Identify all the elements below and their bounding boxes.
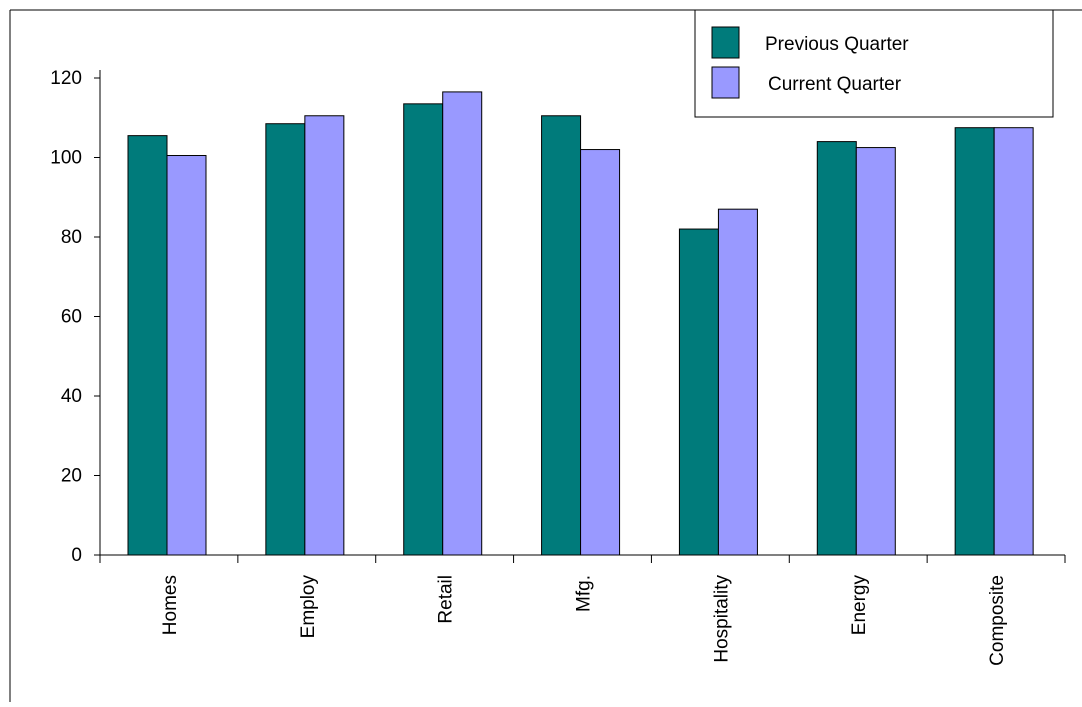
- bar-current-mfg: [580, 149, 621, 556]
- legend-swatch-current: [711, 66, 740, 99]
- bar-current-homes: [166, 155, 207, 556]
- y-tick-label: 80: [61, 227, 82, 248]
- legend-swatch-previous: [711, 26, 740, 59]
- x-tick-label: Retail: [436, 575, 457, 624]
- y-tick-label: 40: [61, 386, 82, 407]
- legend: Previous Quarter Current Quarter: [694, 9, 1054, 118]
- bar-previous-homes: [127, 135, 168, 556]
- plot-area: 0 20 40 60 80 100 120 Homes Employ Retail Mfg. Hosp…: [50, 68, 1066, 666]
- bar-previous-energy: [816, 141, 857, 556]
- y-tick-label: 120: [50, 68, 82, 89]
- legend-label-current: Current Quarter: [768, 74, 902, 95]
- bar-previous-retail: [403, 103, 444, 556]
- y-tick-label: 20: [61, 466, 82, 487]
- legend-label-previous: Previous Quarter: [765, 34, 909, 55]
- x-tick-label: Mfg.: [574, 575, 595, 612]
- bar-current-energy: [855, 147, 896, 556]
- bar-current-composite: [993, 127, 1034, 556]
- bar-current-retail: [442, 91, 483, 556]
- bar-previous-composite: [954, 127, 995, 556]
- x-tick-label: Composite: [987, 575, 1008, 666]
- y-tick-label: 100: [50, 148, 82, 169]
- x-tick-label: Hospitality: [711, 575, 732, 663]
- bar-current-employ: [304, 115, 345, 556]
- x-tick-label: Employ: [298, 575, 319, 639]
- bar-previous-employ: [265, 123, 306, 556]
- x-tick-label: Energy: [849, 575, 870, 636]
- bar-current-hospitality: [717, 208, 758, 556]
- bar-previous-hospitality: [678, 228, 719, 556]
- legend-box: [694, 9, 1054, 118]
- bar-previous-mfg: [541, 115, 582, 556]
- y-tick-label: 0: [71, 545, 82, 566]
- y-tick-label: 60: [61, 307, 82, 328]
- x-tick-label: Homes: [160, 575, 181, 635]
